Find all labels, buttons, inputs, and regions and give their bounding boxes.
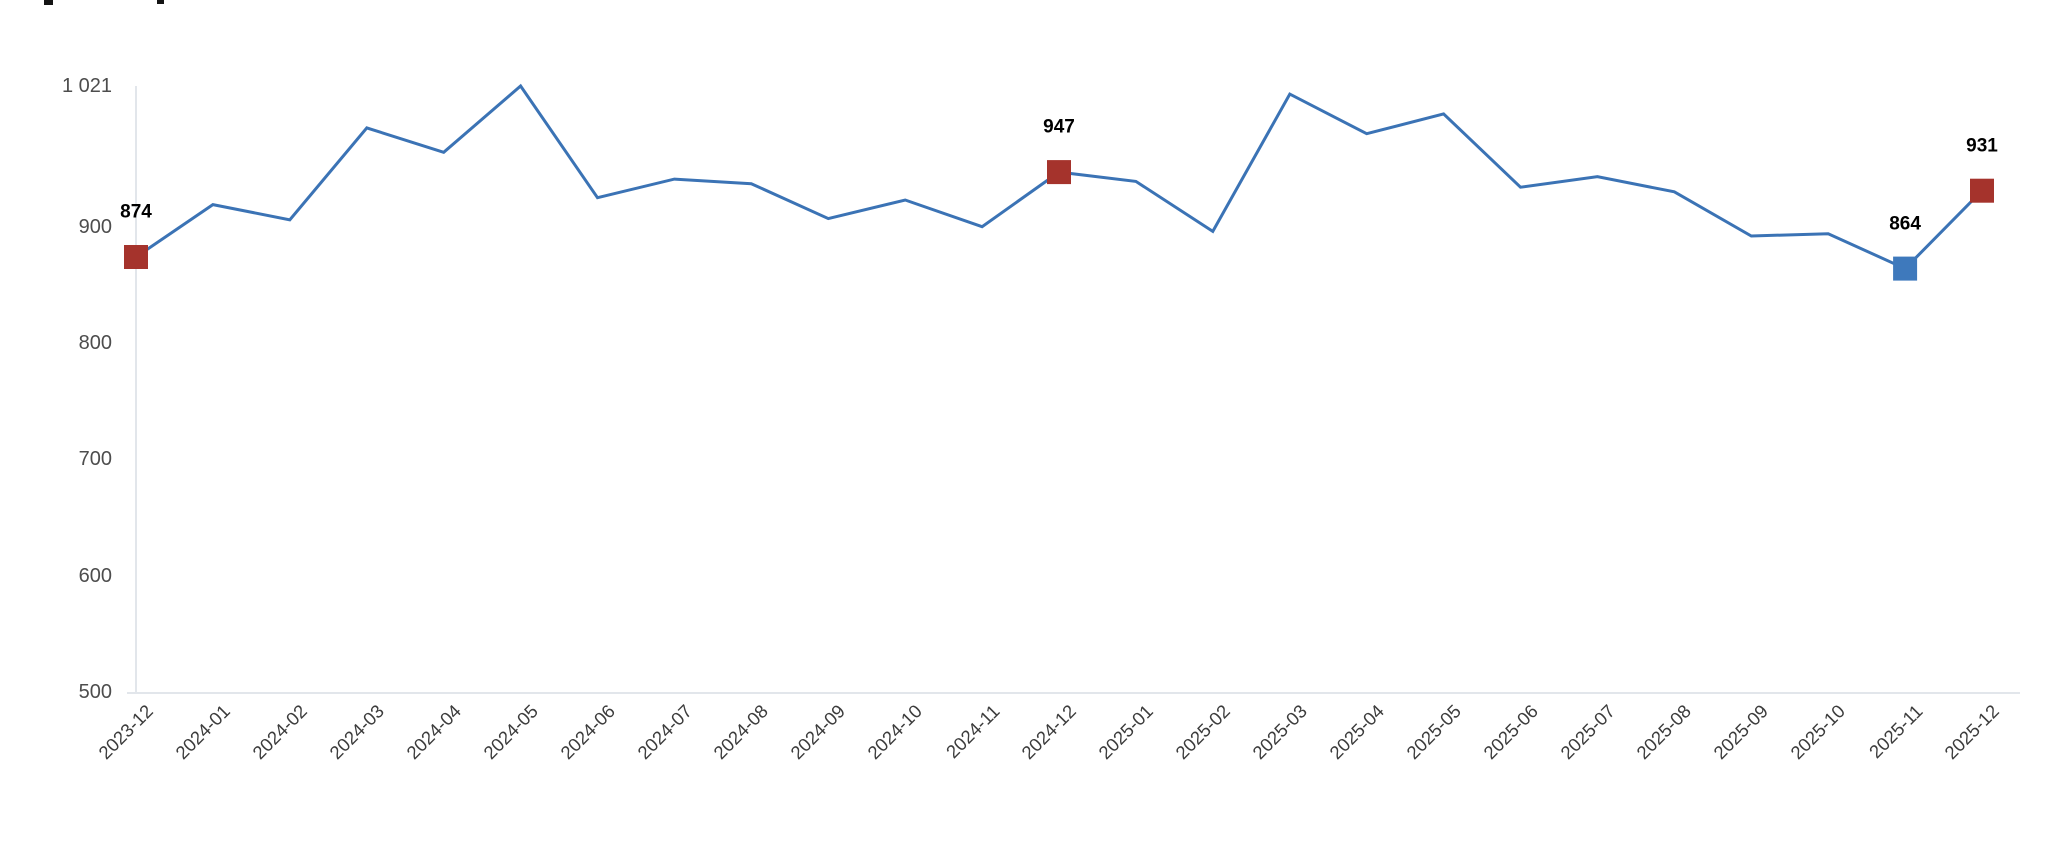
y-axis-tick-label-600: 600 — [78, 564, 112, 587]
y-axis-tick-label-700: 700 — [78, 448, 112, 471]
data-point-marker-2025-11[interactable] — [1893, 256, 1918, 281]
data-point-value-label-2025-11: 864 — [1889, 213, 1921, 235]
y-axis-tick-label-800: 800 — [78, 332, 112, 355]
data-point-marker-2023-12[interactable] — [124, 245, 148, 269]
x-axis-line — [127, 692, 2020, 694]
cropped-title-fragment — [157, 0, 164, 4]
y-axis-line — [135, 86, 137, 693]
y-axis-tick-label-1021: 1 021 — [61, 75, 112, 97]
data-point-value-label-2023-12: 874 — [120, 201, 152, 223]
y-axis-tick-label-900: 900 — [78, 215, 112, 238]
y-axis-tick-label-500: 500 — [78, 681, 112, 703]
data-point-marker-2024-12[interactable] — [1047, 160, 1071, 185]
data-point-marker-2025-12[interactable] — [1970, 178, 1994, 203]
data-point-value-label-2025-12: 931 — [1966, 135, 1998, 157]
cropped-title-fragment — [44, 0, 53, 5]
data-point-value-label-2024-12: 947 — [1043, 116, 1075, 138]
